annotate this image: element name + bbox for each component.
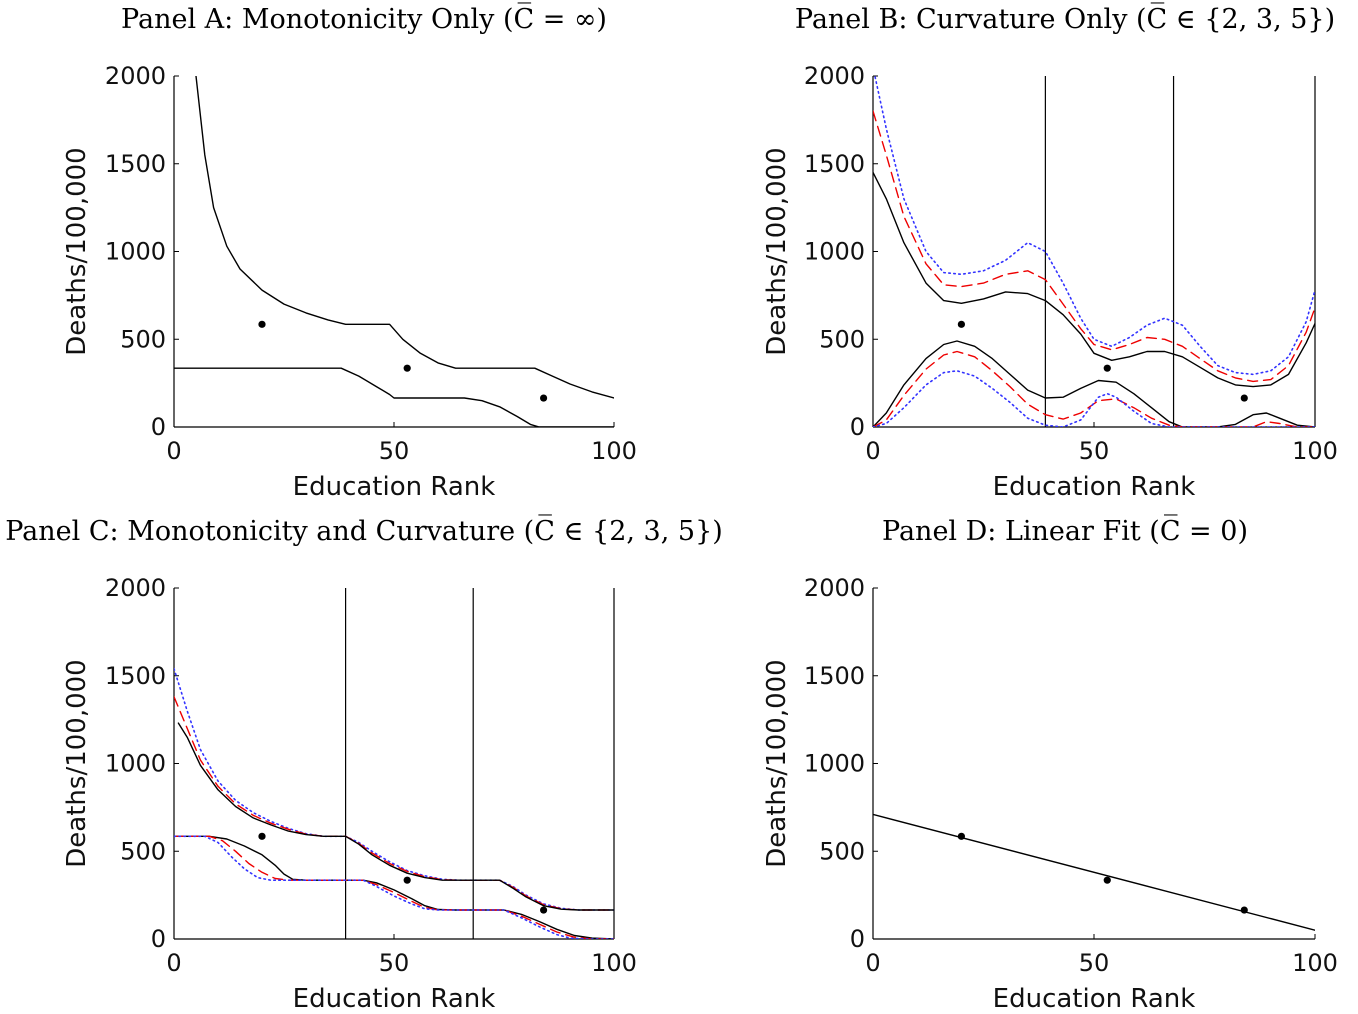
- series-line-solid: [174, 367, 614, 427]
- y-tick-label: 2000: [105, 574, 166, 602]
- y-tick-label: 1500: [105, 662, 166, 690]
- x-tick-label: 0: [865, 949, 880, 977]
- y-tick-label: 1500: [804, 150, 865, 178]
- data-point: [258, 832, 266, 840]
- panel-c: Panel C: Monotonicity and Curvature (C̅ …: [5, 514, 723, 1014]
- series-line-dotted: [174, 835, 614, 939]
- x-tick-label: 100: [1292, 949, 1338, 977]
- x-axis-label: Education Rank: [293, 472, 496, 502]
- series-line-dashed: [174, 696, 614, 911]
- y-tick-label: 500: [120, 837, 166, 865]
- x-tick-label: 50: [1079, 949, 1110, 977]
- series-line-solid: [873, 171, 1315, 388]
- data-point: [403, 364, 411, 372]
- data-point: [258, 320, 266, 328]
- panel-title: Panel D: Linear Fit (C̅ = 0): [882, 514, 1248, 547]
- panel-a: Panel A: Monotonicity Only (C̅ = ∞)05001…: [62, 2, 637, 502]
- series-line-dashed: [873, 110, 1315, 383]
- y-tick-label: 0: [850, 925, 865, 953]
- x-tick-label: 50: [379, 949, 410, 977]
- panel-d: Panel D: Linear Fit (C̅ = 0)050010001500…: [762, 514, 1338, 1014]
- y-axis-label: Deaths/100,000: [762, 147, 792, 355]
- series-group: [873, 76, 1315, 427]
- series-line-solid: [195, 76, 614, 399]
- y-tick-label: 500: [120, 325, 166, 353]
- y-tick-label: 1500: [105, 150, 166, 178]
- x-tick-label: 50: [1079, 437, 1110, 465]
- data-point: [957, 320, 966, 328]
- data-point: [1240, 394, 1248, 402]
- x-tick-label: 0: [865, 437, 880, 465]
- series-line-dashed: [873, 350, 1315, 427]
- series-line-solid: [873, 813, 1315, 931]
- data-point: [957, 832, 966, 840]
- series-line-solid: [873, 340, 1315, 427]
- data-point: [540, 394, 548, 402]
- panel-title: Panel C: Monotonicity and Curvature (C̅ …: [5, 514, 723, 547]
- panel-title: Panel B: Curvature Only (C̅ ∈ {2, 3, 5}): [795, 2, 1335, 35]
- y-axis-label: Deaths/100,000: [62, 659, 92, 867]
- series-line-solid: [177, 722, 614, 911]
- series-line-dashed: [174, 835, 614, 939]
- y-tick-label: 2000: [804, 62, 865, 90]
- y-axis-label: Deaths/100,000: [762, 659, 792, 867]
- panel-title: Panel A: Monotonicity Only (C̅ = ∞): [121, 2, 607, 35]
- series-line-dotted: [873, 370, 1315, 427]
- y-tick-label: 500: [819, 837, 865, 865]
- data-point: [1240, 906, 1248, 914]
- x-tick-label: 0: [166, 949, 181, 977]
- y-tick-label: 0: [850, 413, 865, 441]
- y-tick-label: 2000: [804, 574, 865, 602]
- y-tick-label: 1000: [804, 750, 865, 778]
- y-tick-label: 1000: [804, 238, 865, 266]
- x-tick-label: 0: [166, 437, 181, 465]
- y-tick-label: 500: [819, 325, 865, 353]
- y-tick-label: 0: [151, 413, 166, 441]
- series-group: [174, 667, 614, 939]
- series-line-dotted: [174, 667, 614, 911]
- y-axis-label: Deaths/100,000: [62, 147, 92, 355]
- x-tick-label: 100: [1292, 437, 1338, 465]
- panel-b: Panel B: Curvature Only (C̅ ∈ {2, 3, 5})…: [762, 2, 1338, 502]
- x-axis-label: Education Rank: [293, 984, 496, 1014]
- y-tick-label: 1500: [804, 662, 865, 690]
- y-tick-label: 0: [151, 925, 166, 953]
- x-tick-label: 100: [591, 949, 637, 977]
- y-tick-label: 2000: [105, 62, 166, 90]
- data-point: [403, 876, 411, 884]
- data-point: [540, 906, 548, 914]
- series-group: [873, 813, 1315, 931]
- y-tick-label: 1000: [105, 750, 166, 778]
- series-line-solid: [174, 835, 614, 939]
- y-tick-label: 1000: [105, 238, 166, 266]
- series-line-dotted: [874, 76, 1315, 376]
- x-tick-label: 100: [591, 437, 637, 465]
- x-tick-label: 50: [379, 437, 410, 465]
- x-axis-label: Education Rank: [993, 472, 1196, 502]
- x-axis-label: Education Rank: [993, 984, 1196, 1014]
- data-point: [1103, 876, 1111, 884]
- series-group: [174, 76, 614, 427]
- data-point: [1103, 364, 1111, 372]
